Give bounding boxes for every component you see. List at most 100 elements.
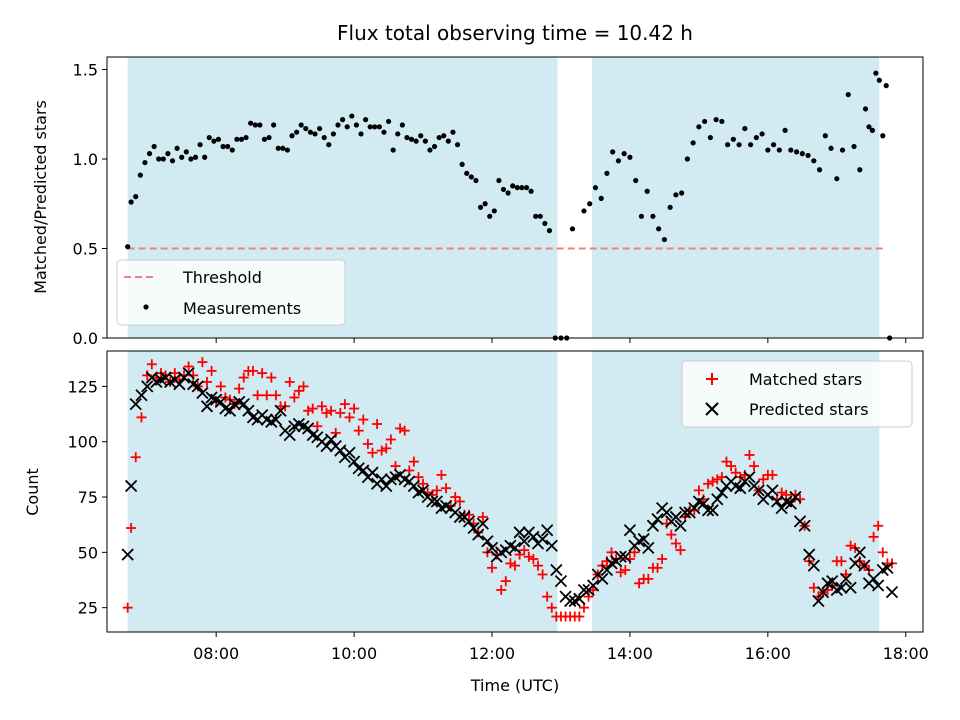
predicted-star-point [770, 495, 784, 508]
predicted-star-mark [173, 378, 186, 391]
measurement-point [271, 122, 277, 128]
matched-star-point [183, 361, 194, 372]
predicted-star-point [715, 486, 729, 499]
measurement-point [206, 134, 212, 141]
measurement-point [770, 142, 777, 148]
matched-legend-swatch [706, 373, 718, 385]
bottom-y-tick-label: 125 [67, 377, 98, 396]
measurement-point [510, 183, 516, 189]
predicted-star-mark [743, 470, 756, 484]
predicted-star-mark [269, 413, 283, 426]
predicted-star-mark [734, 482, 747, 495]
matched-star-point [215, 381, 226, 392]
predicted-star-point [711, 493, 724, 506]
predicted-star-mark [541, 524, 554, 537]
matched-star-point [721, 456, 732, 467]
measurement-point [137, 172, 143, 178]
matched-star-point [270, 390, 281, 401]
matched-star-point [385, 434, 396, 445]
matched-star-point [519, 545, 530, 556]
measurement-point [298, 122, 304, 128]
x-tick-label: 18:00 [883, 644, 929, 663]
measurement-point [404, 134, 410, 141]
matched-star-point [836, 556, 847, 567]
predicted-star-mark [246, 411, 260, 424]
predicted-star-point [343, 446, 356, 459]
predicted-star-mark [398, 473, 411, 486]
top-y-tick-label: 0.5 [73, 240, 98, 259]
measurement-point [673, 192, 679, 198]
predicted-star-point [274, 404, 287, 417]
matched-star-point [238, 372, 249, 383]
matched-star-point [436, 469, 447, 480]
matched-star-point [514, 549, 525, 560]
predicted-star-point [678, 506, 692, 519]
measurement-point [326, 142, 332, 148]
measurement-point [873, 70, 879, 76]
predicted-star-point [734, 482, 747, 495]
matched-star-point [615, 567, 626, 578]
predicted-star-point [816, 586, 830, 599]
matched-star-point [126, 523, 137, 534]
matched-star-point [808, 582, 819, 593]
matched-star-point [307, 403, 318, 414]
predicted-star-mark [426, 495, 439, 508]
predicted-star-mark [352, 462, 365, 475]
measurement-point [289, 133, 295, 139]
measurements-legend-swatch [143, 304, 149, 310]
measurement-point [633, 177, 639, 184]
x-tick-label: 16:00 [745, 644, 791, 663]
predicted-star-mark [242, 404, 255, 417]
matched-star-point [454, 496, 465, 507]
measurement-point [303, 125, 309, 132]
measurement-point [395, 131, 401, 137]
matched-star-point [620, 565, 631, 576]
predicted-star-mark [343, 446, 356, 459]
measurement-point [317, 125, 323, 132]
predicted-star-mark [504, 539, 517, 552]
matched-star-point [868, 531, 879, 542]
measurement-point [719, 118, 725, 125]
measurement-point [742, 125, 748, 132]
matched-star-point [122, 602, 133, 613]
matched-star-point [252, 390, 263, 401]
measurement-point [811, 158, 817, 164]
matched-star-point [574, 611, 585, 622]
measurement-point [822, 133, 828, 139]
predicted-star-mark [481, 535, 494, 548]
predicted-star-mark [518, 535, 531, 548]
predicted-star-point [660, 506, 673, 519]
measurement-point [202, 154, 208, 160]
predicted-star-point [191, 380, 204, 393]
predicted-star-point [366, 466, 379, 479]
predicted-star-mark [577, 583, 591, 597]
predicted-star-point [416, 484, 430, 497]
predicted-star-mark [292, 417, 306, 431]
measurement-point [358, 131, 364, 137]
measurement-point [340, 117, 346, 123]
measurement-point [782, 127, 788, 133]
predicted-star-mark [297, 420, 310, 433]
predicted-star-point [642, 541, 655, 555]
predicted-star-mark [536, 532, 549, 546]
top-y-tick-label: 1.0 [73, 150, 98, 169]
measurement-point [500, 186, 507, 193]
measurement-point [248, 120, 254, 126]
predicted-star-point [430, 495, 443, 508]
top-y-tick-label: 1.5 [73, 61, 98, 80]
predicted-star-mark [124, 479, 138, 493]
predicted-star-point [508, 541, 522, 555]
predicted-star-point [849, 557, 862, 570]
measurement-point [528, 188, 534, 194]
predicted-star-point [196, 386, 209, 400]
top-x-axis-ticks [215, 338, 907, 343]
measurement-point [644, 188, 650, 194]
predicted-star-mark [283, 428, 296, 442]
matched-star-point [431, 485, 442, 496]
measurement-point [372, 124, 378, 130]
measurement-point [399, 122, 405, 128]
measurement-point [243, 134, 249, 141]
predicted-star-mark [200, 400, 214, 413]
matched-star-point [316, 401, 327, 412]
predicted-star-mark [839, 572, 853, 586]
